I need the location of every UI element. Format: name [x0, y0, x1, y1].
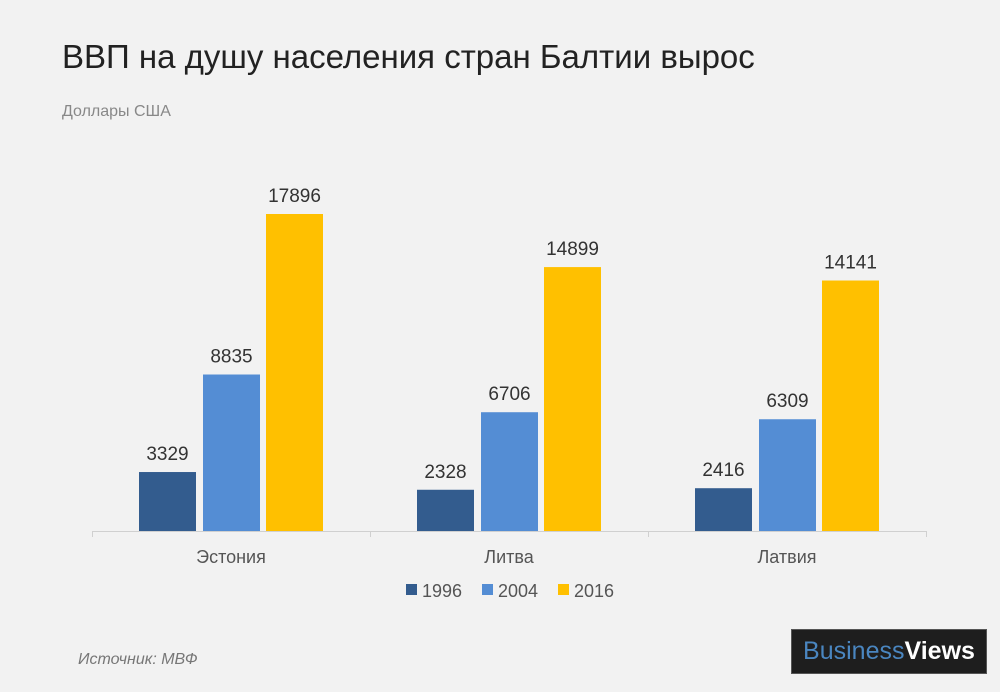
bar-2016 — [266, 214, 323, 531]
bar-2004 — [481, 412, 538, 531]
chart-subtitle: Доллары США — [62, 103, 171, 120]
data-label: 17896 — [268, 186, 321, 207]
data-label: 14899 — [546, 239, 599, 260]
legend-label: 2016 — [574, 581, 614, 601]
data-label: 2328 — [424, 462, 466, 483]
bar-1996 — [139, 472, 196, 531]
category-label: Эстония — [196, 547, 266, 567]
data-label: 3329 — [146, 444, 188, 465]
bar-1996 — [695, 488, 752, 531]
bar-1996 — [417, 489, 474, 531]
data-label: 6706 — [488, 384, 530, 405]
bar-2004 — [759, 419, 816, 531]
category-label: Литва — [484, 547, 534, 567]
data-label: 2416 — [702, 460, 744, 481]
legend-swatch-2016 — [558, 584, 569, 595]
legend-swatch-1996 — [406, 584, 417, 595]
data-label: 14141 — [824, 253, 877, 274]
category-label: Латвия — [757, 547, 816, 567]
data-label: 8835 — [210, 347, 252, 368]
businessviews-logo: Business Views — [791, 629, 987, 674]
bar-2016 — [544, 267, 601, 531]
bar-2016 — [822, 280, 879, 531]
bar-2004 — [203, 374, 260, 531]
legend-label: 2004 — [498, 581, 538, 601]
chart-title: ВВП на душу населения стран Балтии вырос — [62, 38, 755, 75]
source-note: Источник: МВФ — [78, 651, 198, 668]
data-label: 6309 — [766, 391, 808, 412]
logo-part1: Business — [803, 637, 905, 665]
logo-part2: Views — [904, 637, 975, 665]
legend-swatch-2004 — [482, 584, 493, 595]
legend-label: 1996 — [422, 581, 462, 601]
